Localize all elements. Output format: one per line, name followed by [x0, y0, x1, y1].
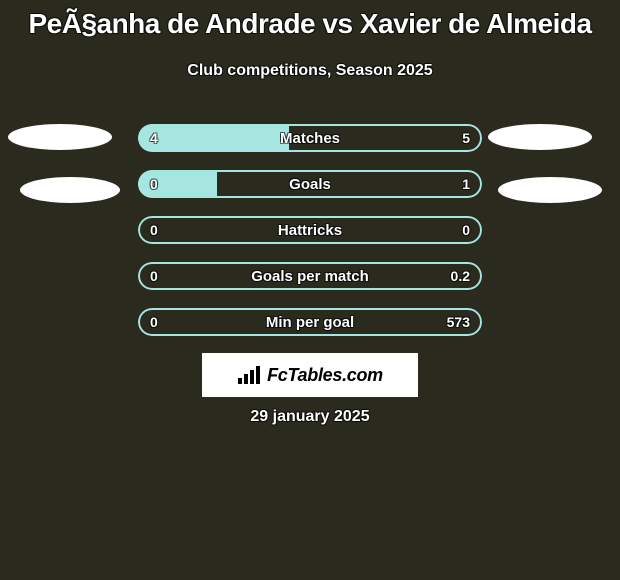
- brand-text: FcTables.com: [267, 365, 383, 386]
- stat-row-hattricks: 00Hattricks: [138, 216, 482, 244]
- stat-row-goals_per_match: 00.2Goals per match: [138, 262, 482, 290]
- player-badge-ellipse: [498, 177, 602, 203]
- brand-badge: FcTables.com: [202, 353, 418, 397]
- stat-label: Goals: [138, 170, 482, 198]
- stat-row-min_per_goal: 0573Min per goal: [138, 308, 482, 336]
- stat-label: Goals per match: [138, 262, 482, 290]
- player-badge-ellipse: [488, 124, 592, 150]
- stat-row-matches: 45Matches: [138, 124, 482, 152]
- page-background: [0, 0, 620, 580]
- player-badge-ellipse: [8, 124, 112, 150]
- subtitle: Club competitions, Season 2025: [0, 62, 620, 80]
- bar-chart-icon: [237, 364, 261, 386]
- player-badge-ellipse: [20, 177, 120, 203]
- stat-label: Min per goal: [138, 308, 482, 336]
- stat-label: Hattricks: [138, 216, 482, 244]
- stat-label: Matches: [138, 124, 482, 152]
- stat-row-goals: 01Goals: [138, 170, 482, 198]
- page-title: PeÃ§anha de Andrade vs Xavier de Almeida: [0, 8, 620, 40]
- generated-date: 29 january 2025: [0, 408, 620, 426]
